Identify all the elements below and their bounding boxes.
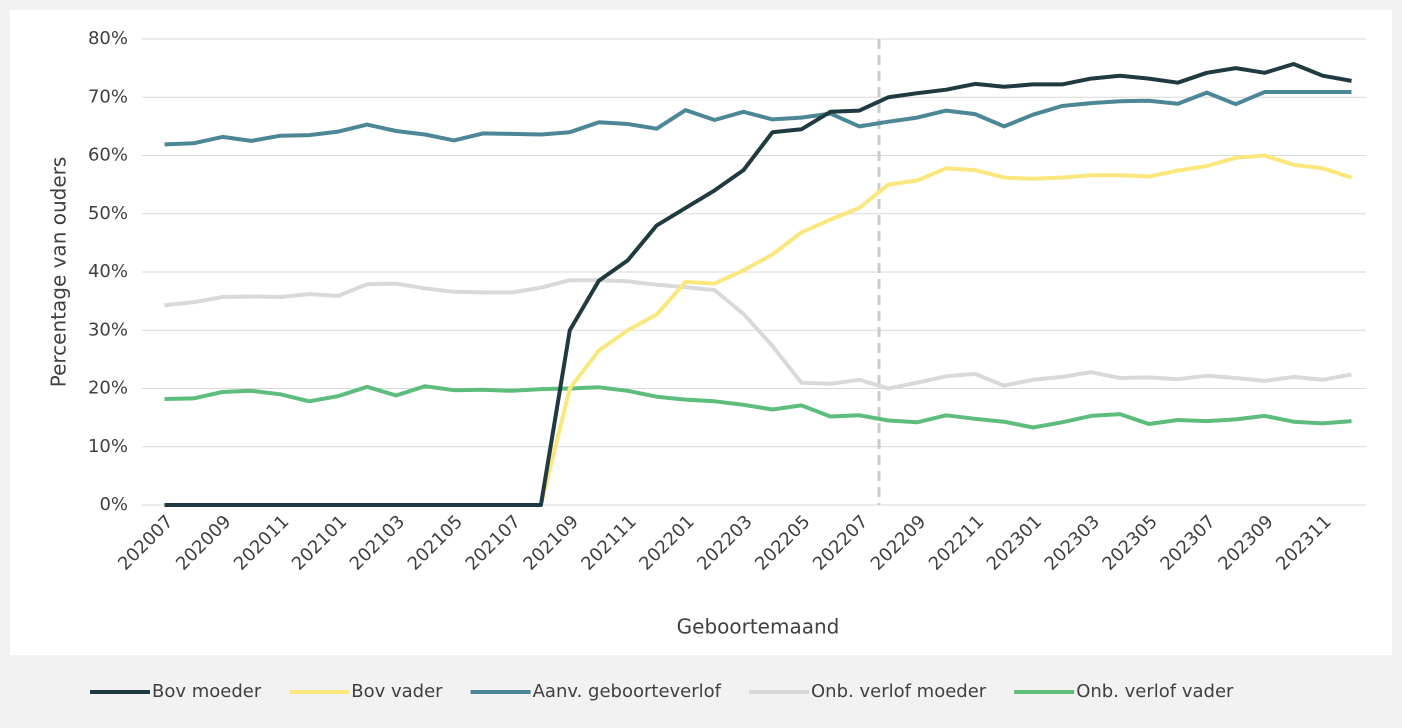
legend-label: Aanv. geboorteverlof (533, 681, 722, 702)
series-line (164, 90, 1352, 147)
plot-background (10, 10, 1392, 655)
y-tick-label: 20% (88, 378, 128, 399)
legend-label: Onb. verlof moeder (811, 681, 987, 702)
y-tick-label: 70% (88, 86, 128, 107)
series-line (164, 384, 1352, 430)
legend-label: Onb. verlof vader (1076, 681, 1234, 702)
y-tick-label: 50% (88, 203, 128, 224)
y-tick-label: 30% (88, 319, 128, 340)
y-tick-label: 0% (99, 494, 128, 515)
y-axis-title: Percentage van ouders (47, 157, 71, 388)
y-tick-label: 60% (88, 145, 128, 166)
legend-label: Bov moeder (152, 681, 262, 702)
y-tick-label: 80% (88, 28, 128, 49)
y-tick-label: 40% (88, 261, 128, 282)
x-axis-title: Geboortemaand (677, 615, 840, 639)
legend-label: Bov vader (351, 681, 443, 702)
y-tick-label: 10% (88, 436, 128, 457)
series-line (164, 278, 1352, 391)
series-line (164, 62, 1352, 507)
